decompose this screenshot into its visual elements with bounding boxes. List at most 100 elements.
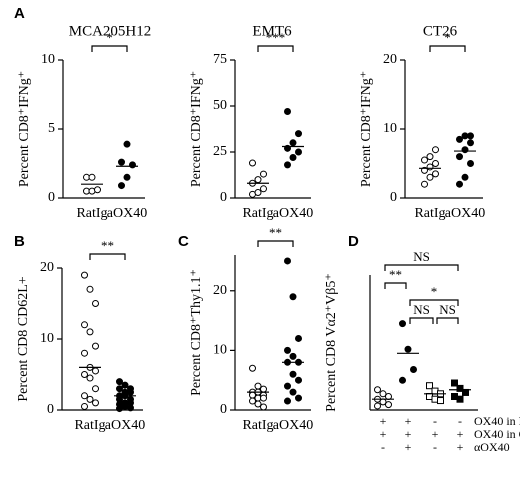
y-tick-label: 25	[213, 144, 227, 159]
data-point	[385, 401, 392, 409]
data-point	[426, 382, 433, 390]
panel-letter: C	[178, 233, 189, 250]
condition-sign: +	[380, 427, 387, 441]
data-point	[81, 349, 88, 357]
data-point	[284, 161, 291, 169]
data-point	[81, 402, 88, 410]
data-point	[410, 366, 417, 373]
significance-label: **	[269, 225, 282, 240]
data-point	[295, 148, 302, 156]
x-tick-label: RatIg	[74, 418, 105, 433]
y-tick-label: 10	[213, 343, 227, 358]
data-point	[118, 158, 125, 166]
condition-sign: +	[457, 440, 464, 454]
data-point	[123, 140, 131, 148]
data-point	[421, 180, 428, 188]
data-point	[94, 186, 101, 194]
condition-sign: +	[405, 427, 412, 441]
x-tick-label: aOX40	[273, 418, 313, 433]
panel-letter: D	[348, 233, 359, 250]
data-point	[289, 139, 297, 147]
y-axis-label: Percent CD8 Vα2⁺Vβ5⁺	[324, 273, 339, 412]
y-tick-label: 20	[40, 260, 54, 275]
significance-bracket	[384, 282, 407, 289]
x-tick-label: RatIg	[414, 206, 445, 221]
data-point	[289, 370, 297, 378]
condition-sign: +	[457, 427, 464, 441]
data-point	[86, 374, 94, 382]
data-point	[426, 163, 434, 171]
y-axis-label: Percent CD8 CD62L+	[16, 276, 31, 401]
data-point	[432, 170, 439, 178]
data-point	[86, 285, 94, 293]
condition-sign: -	[458, 414, 462, 428]
data-point	[284, 108, 291, 116]
significance-bracket	[429, 45, 466, 52]
condition-sign: +	[405, 440, 412, 454]
data-point	[461, 173, 469, 181]
data-point	[289, 388, 297, 396]
significance-label: *	[444, 30, 451, 45]
data-point	[249, 397, 256, 405]
data-point	[81, 321, 88, 329]
data-point	[127, 388, 134, 396]
y-tick-label: 0	[390, 190, 397, 205]
y-axis-label: Percent CD8⁺IFNg⁺	[359, 71, 374, 187]
y-tick-label: 50	[213, 98, 227, 113]
data-point	[374, 386, 381, 394]
significance-bracket	[436, 317, 459, 324]
significance-label: *	[431, 284, 438, 299]
panel-letter: A	[14, 5, 25, 22]
data-point	[127, 404, 134, 412]
data-point	[254, 400, 262, 408]
data-point	[432, 160, 439, 167]
significance-label: **	[101, 238, 114, 253]
panel-letter: B	[14, 233, 25, 250]
significance-bracket	[409, 299, 459, 306]
data-point	[129, 161, 136, 169]
data-point	[456, 135, 463, 143]
data-point	[295, 130, 302, 138]
x-tick-label: RatIg	[242, 206, 273, 221]
data-point	[467, 160, 474, 167]
significance-label: *	[106, 30, 113, 45]
data-point	[260, 385, 267, 393]
data-point	[295, 334, 302, 342]
data-point	[92, 385, 99, 393]
data-point	[86, 328, 94, 336]
significance-label: **	[389, 267, 402, 282]
data-point	[456, 384, 464, 392]
data-point	[295, 394, 302, 402]
data-point	[81, 392, 88, 400]
data-point	[254, 382, 262, 390]
condition-sign: +	[432, 427, 439, 441]
y-axis-label: Percent CD8⁺IFNg⁺	[17, 71, 32, 187]
x-tick-label: aOX40	[273, 206, 313, 221]
data-point	[467, 132, 474, 140]
significance-bracket	[257, 240, 294, 247]
data-point	[456, 153, 463, 161]
data-point	[92, 367, 99, 375]
data-point	[92, 399, 99, 407]
condition-label: αOX40	[474, 440, 510, 454]
y-tick-label: 10	[383, 121, 397, 136]
x-tick-label: RatIg	[76, 206, 107, 221]
data-point	[399, 376, 406, 384]
y-tick-label: 75	[213, 52, 227, 67]
data-point	[92, 300, 99, 307]
y-tick-label: 20	[213, 283, 227, 298]
data-point	[116, 385, 123, 393]
data-point	[421, 156, 428, 164]
x-tick-label: aOX40	[105, 418, 145, 433]
y-axis-label: Percent CD8⁺Thy1.1⁺	[189, 269, 204, 396]
data-point	[467, 139, 474, 147]
y-tick-label: 10	[41, 52, 55, 67]
data-point	[260, 394, 267, 402]
significance-bracket	[89, 253, 126, 260]
data-point	[374, 402, 381, 410]
x-tick-label: aOX40	[107, 206, 147, 221]
data-point	[289, 352, 297, 360]
data-point	[86, 395, 94, 403]
data-point	[249, 391, 256, 399]
data-point	[437, 397, 444, 405]
